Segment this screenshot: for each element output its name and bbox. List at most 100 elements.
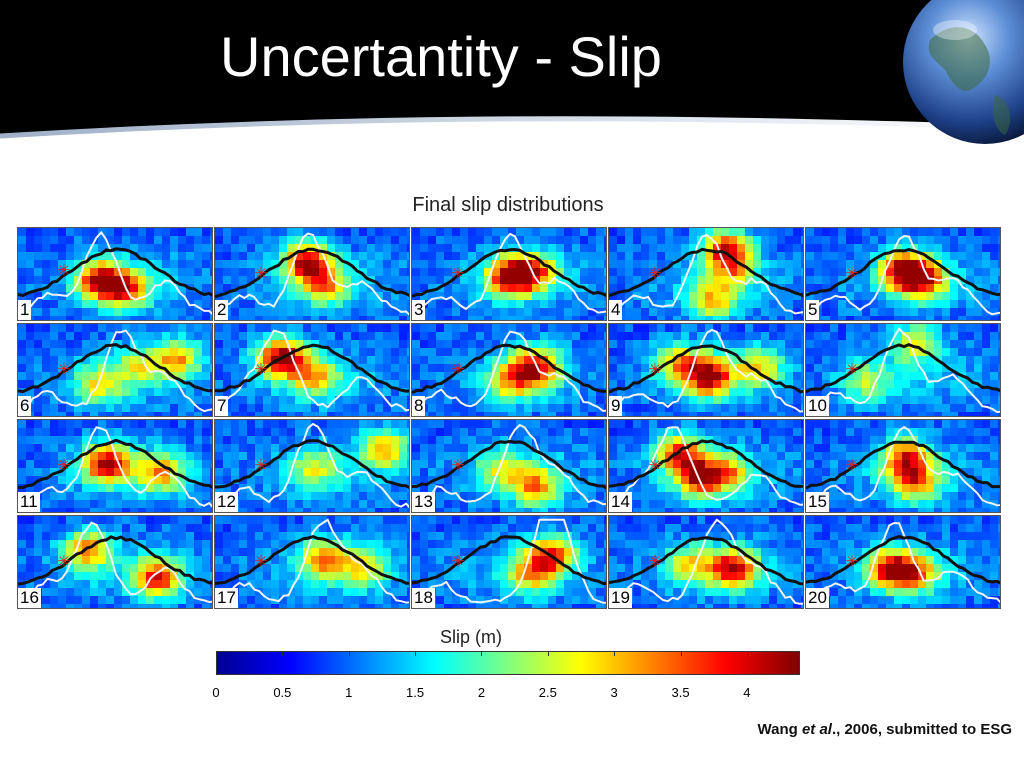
black-profile-line (412, 343, 606, 395)
slip-cell (556, 260, 565, 269)
slip-cell (26, 548, 35, 557)
slip-cell (830, 260, 839, 269)
slip-cell (122, 228, 131, 237)
slip-cell (729, 340, 738, 349)
slip-cell (223, 476, 232, 485)
slip-cell (210, 276, 212, 285)
slip-cell (247, 324, 256, 333)
slip-cell (311, 380, 320, 389)
slip-cell (74, 572, 83, 581)
slip-cell (721, 500, 730, 509)
slip-cell (130, 516, 139, 525)
slip-cell (239, 508, 248, 512)
slip-cell (351, 404, 360, 413)
slip-cell (407, 508, 409, 512)
slip-cell (90, 404, 99, 413)
slip-cell (934, 468, 943, 477)
slip-cell (625, 412, 634, 416)
slip-cell (428, 276, 437, 285)
slip-cell (383, 236, 392, 245)
slip-cell (138, 532, 147, 541)
slip-cell (460, 412, 469, 416)
slip-cell (343, 388, 352, 397)
slip-cell (926, 484, 935, 493)
slip-cell (210, 404, 212, 413)
slip-cell (878, 236, 887, 245)
slip-cell (335, 372, 344, 381)
slip-cell (657, 420, 666, 429)
slip-cell (617, 388, 626, 397)
slip-cell (202, 492, 211, 501)
slip-cell (335, 532, 344, 541)
slip-cell (745, 268, 754, 277)
slip-cell (391, 420, 400, 429)
slip-cell (106, 572, 115, 581)
slip-cell (26, 380, 35, 389)
slip-cell (564, 300, 573, 309)
slip-cell (484, 308, 493, 317)
slip-cell (838, 412, 847, 416)
slip-cell (641, 244, 650, 253)
slip-cell (516, 412, 525, 416)
slip-cell (359, 428, 368, 437)
slip-cell (548, 324, 557, 333)
slip-cell (335, 260, 344, 269)
slip-cell (753, 324, 762, 333)
slip-cell (42, 244, 51, 253)
slip-panel: ✳ 3 (411, 227, 607, 321)
slip-cell (428, 436, 437, 445)
slip-cell (705, 420, 714, 429)
slip-cell (66, 492, 75, 501)
slip-cell (580, 348, 589, 357)
slip-cell (665, 284, 674, 293)
slip-cell (335, 500, 344, 509)
slip-cell (878, 484, 887, 493)
slip-cell (596, 332, 605, 341)
slip-cell (532, 308, 541, 317)
slip-cell (665, 396, 674, 405)
slip-cell (958, 292, 967, 301)
black-profile-line (609, 439, 803, 488)
slip-cell (785, 452, 794, 461)
slip-cell (271, 316, 280, 320)
slip-cell (66, 284, 75, 293)
slip-cell (958, 388, 967, 397)
slip-cell (596, 292, 605, 301)
slip-cell (162, 572, 171, 581)
slip-cell (468, 268, 477, 277)
slip-cell (806, 292, 815, 301)
slip-cell (383, 244, 392, 253)
slip-cell (335, 308, 344, 317)
slip-cell (194, 596, 203, 605)
slip-cell (271, 436, 280, 445)
slip-cell (66, 228, 75, 237)
slip-cell (436, 276, 445, 285)
slip-cell (846, 380, 855, 389)
slip-cell (130, 372, 139, 381)
slip-cell (407, 372, 409, 381)
slip-cell (90, 508, 99, 512)
slip-cell (367, 452, 376, 461)
slip-cell (335, 420, 344, 429)
slip-cell (367, 292, 376, 301)
slip-cell (516, 228, 525, 237)
slip-cell (18, 364, 27, 373)
slip-cell (319, 524, 328, 533)
slip-cell (468, 420, 477, 429)
slip-cell (596, 460, 605, 469)
slip-cell (146, 300, 155, 309)
slip-cell (729, 484, 738, 493)
hypocenter-star-icon: ✳ (57, 260, 70, 279)
slip-cell (681, 284, 690, 293)
slip-cell (649, 492, 658, 501)
slip-cell (689, 404, 698, 413)
slip-cell (556, 500, 565, 509)
slip-cell (327, 436, 336, 445)
slip-cell (934, 332, 943, 341)
slip-cell (138, 508, 147, 512)
slip-cell (210, 356, 212, 365)
slip-cell (178, 452, 187, 461)
slip-cell (814, 276, 823, 285)
slip-cell (170, 412, 179, 416)
slip-cell (588, 356, 597, 365)
